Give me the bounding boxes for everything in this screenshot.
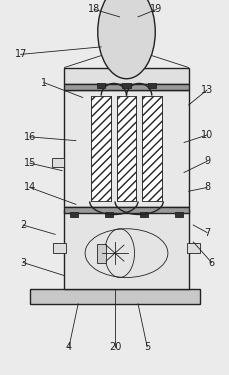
- Bar: [64, 207, 188, 213]
- Text: 20: 20: [108, 342, 121, 352]
- Bar: [96, 244, 105, 262]
- Bar: [64, 84, 188, 90]
- Text: 17: 17: [14, 50, 27, 59]
- Bar: [147, 83, 155, 88]
- Bar: [91, 96, 111, 201]
- Text: 9: 9: [203, 156, 209, 166]
- Text: 4: 4: [66, 342, 72, 352]
- Bar: [64, 68, 188, 84]
- Bar: [30, 289, 199, 304]
- Text: 8: 8: [203, 183, 209, 192]
- Text: 2: 2: [20, 220, 26, 230]
- Text: 7: 7: [203, 228, 209, 237]
- Text: 18: 18: [88, 4, 100, 14]
- Text: 19: 19: [150, 4, 162, 14]
- Bar: [64, 90, 188, 207]
- Bar: [122, 83, 130, 88]
- Text: 3: 3: [20, 258, 26, 267]
- Bar: [142, 96, 161, 201]
- Bar: [139, 212, 147, 217]
- Bar: [53, 243, 65, 253]
- Circle shape: [97, 0, 155, 79]
- Bar: [104, 212, 112, 217]
- Text: 15: 15: [24, 158, 36, 168]
- Bar: [97, 83, 105, 88]
- Bar: [187, 243, 199, 253]
- Text: 10: 10: [200, 130, 212, 140]
- Bar: [116, 96, 136, 201]
- Text: 16: 16: [24, 132, 36, 142]
- Bar: [175, 212, 183, 217]
- Bar: [52, 158, 64, 167]
- Text: 6: 6: [208, 258, 214, 267]
- Text: 1: 1: [41, 78, 46, 87]
- Text: 13: 13: [200, 85, 212, 95]
- Text: 14: 14: [24, 183, 36, 192]
- Bar: [64, 210, 188, 289]
- Bar: [69, 212, 77, 217]
- Text: 5: 5: [143, 342, 150, 352]
